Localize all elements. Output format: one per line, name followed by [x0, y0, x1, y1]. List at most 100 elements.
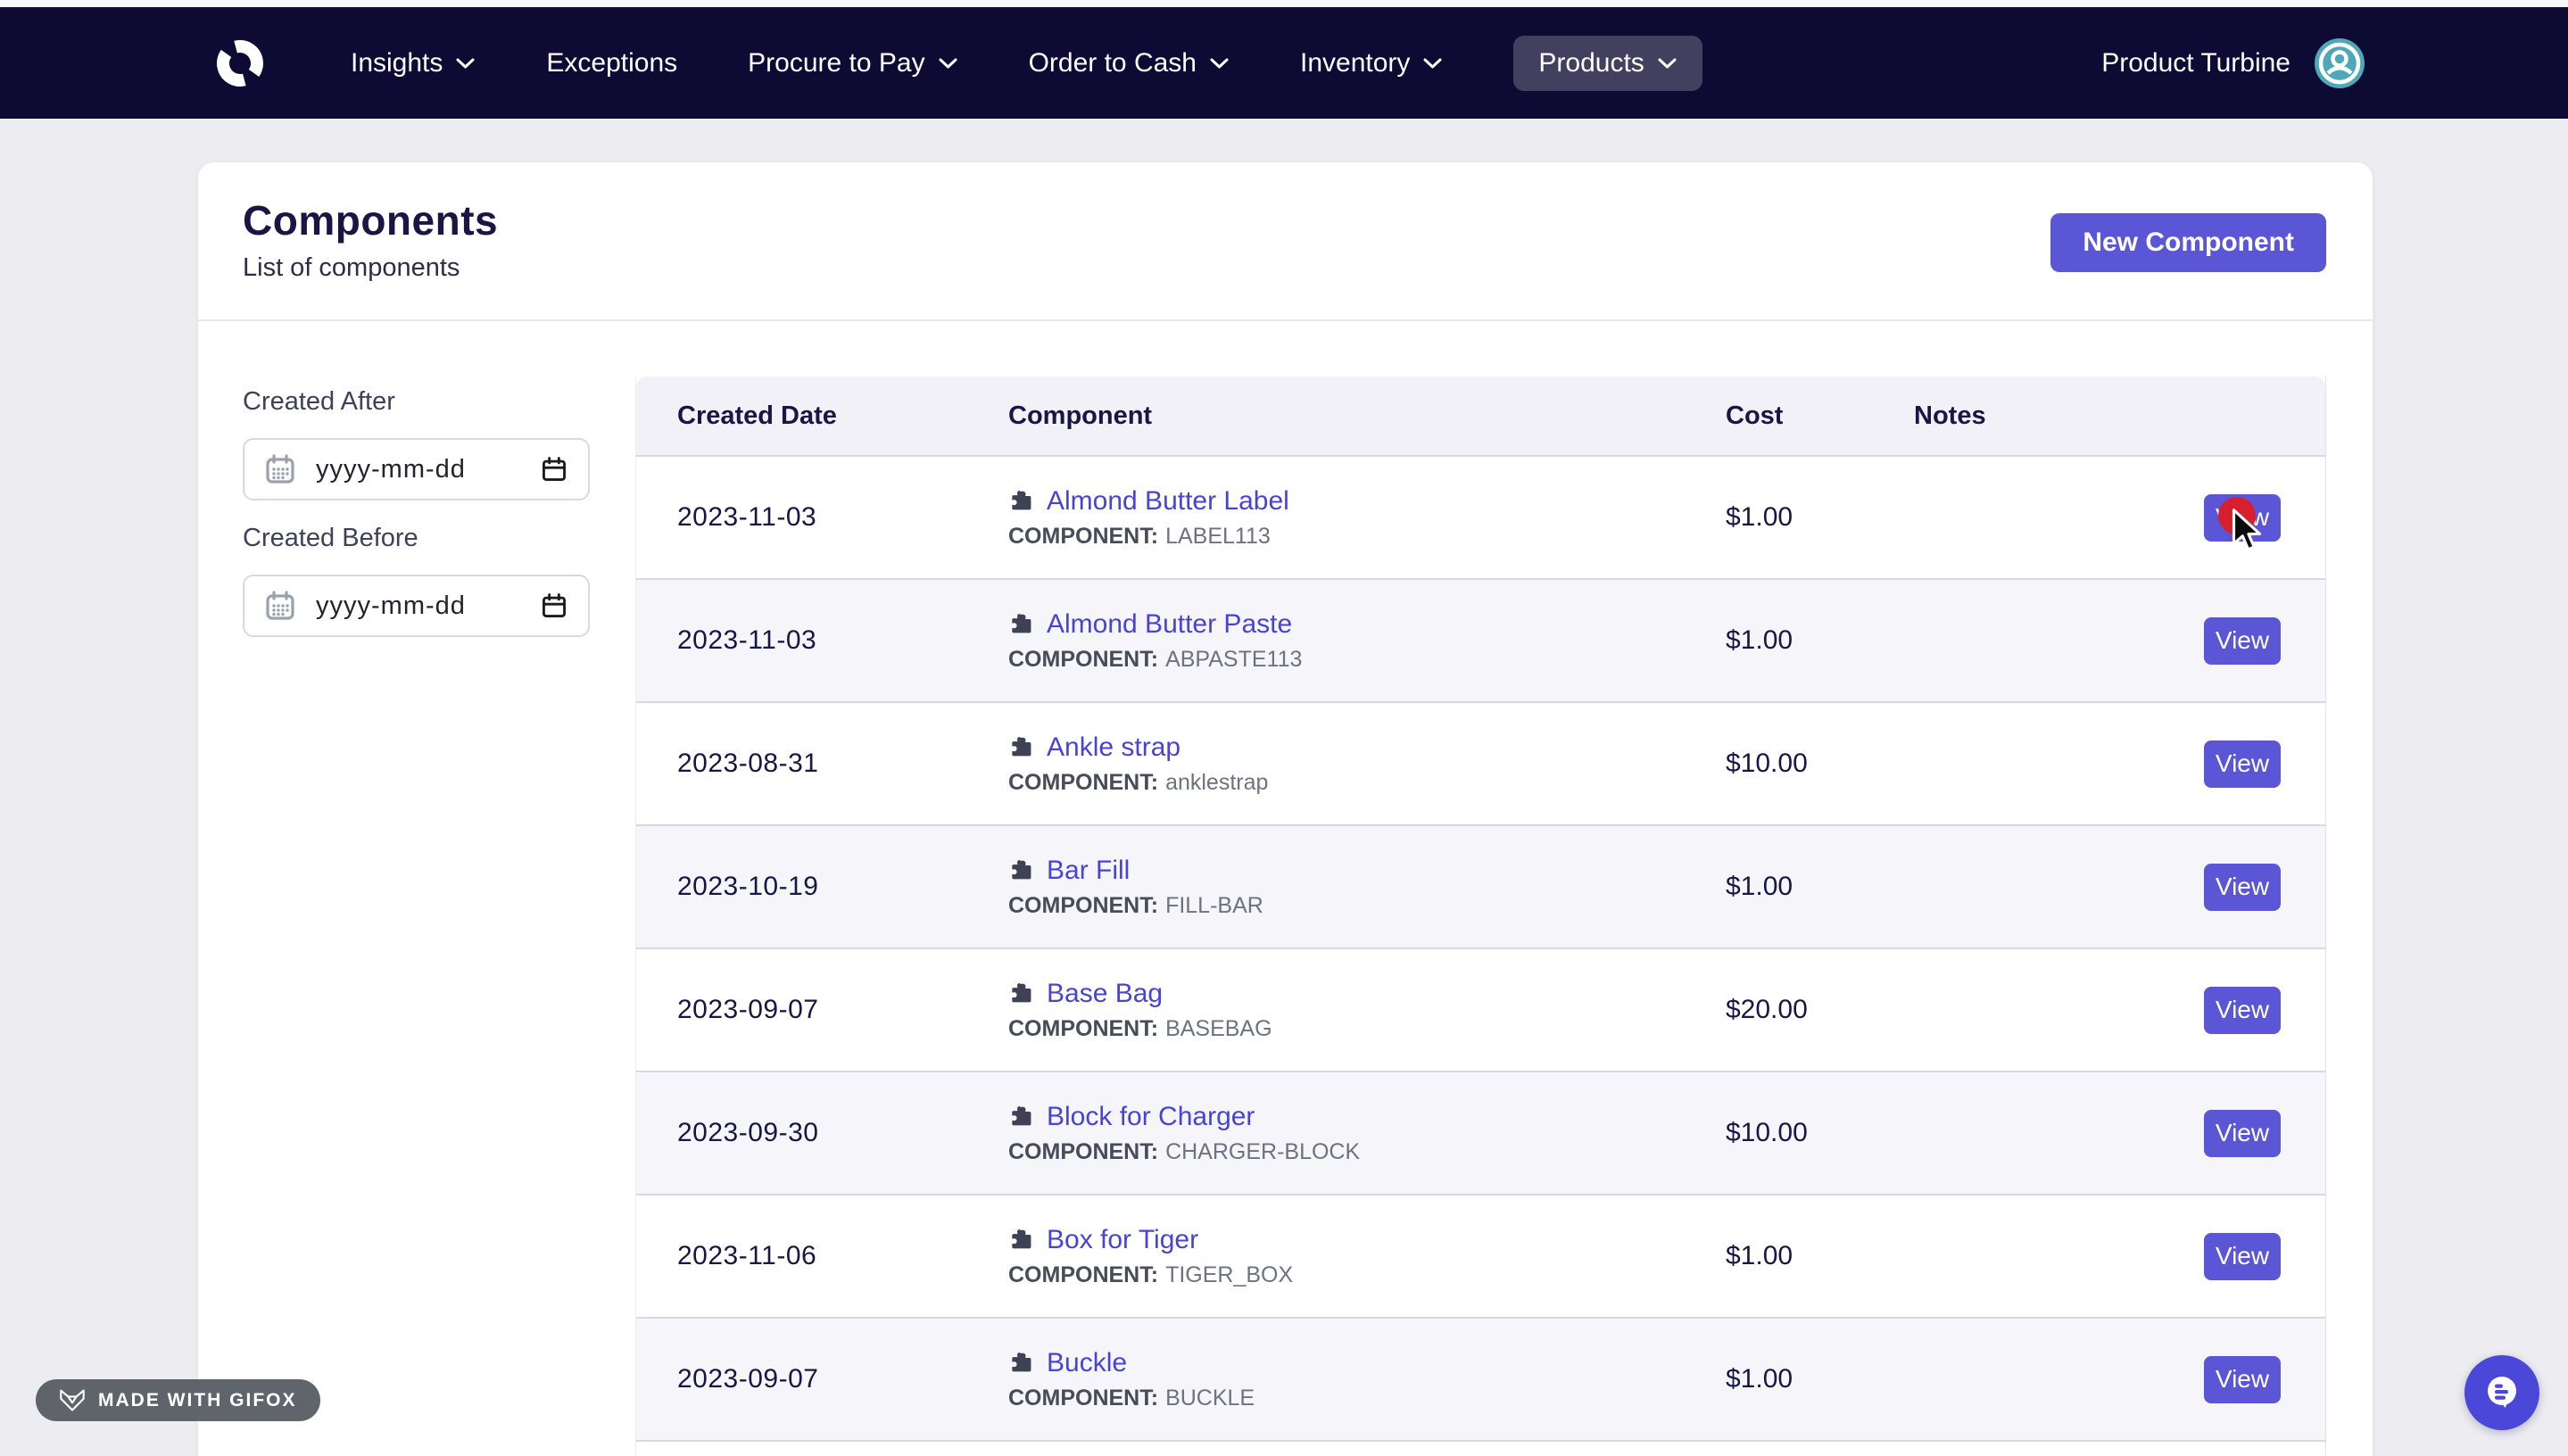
table-row: 2023-11-03 Almond Butter Label COMPONENT…	[636, 455, 2325, 578]
nav-right: Product Turbine	[2101, 37, 2365, 89]
row-created-date: 2023-10-19	[677, 872, 819, 901]
nav-item[interactable]: Insights	[351, 36, 476, 91]
chat-launcher-button[interactable]	[2464, 1355, 2539, 1430]
new-component-button[interactable]: New Component	[2050, 213, 2326, 272]
row-component-cell: Box for Tiger COMPONENT: TIGER_BOX	[1008, 1225, 1726, 1288]
row-cost: $1.00	[1726, 502, 1793, 532]
puzzle-icon	[1012, 859, 1031, 880]
nav-item-label: Inventory	[1300, 47, 1411, 78]
table-row: 2023-08-31 Ankle strap COMPONENT: anklest…	[636, 701, 2325, 824]
component-link[interactable]: Bar Fill	[1047, 855, 1131, 885]
row-actions: View	[1914, 863, 2325, 911]
row-created-date: 2023-09-30	[677, 1118, 819, 1147]
row-created-date: 2023-09-07	[677, 1364, 819, 1394]
row-component-cell: Buckle COMPONENT: BUCKLE	[1008, 1348, 1726, 1411]
row-created-date: 2023-09-07	[677, 995, 819, 1024]
component-code-value: TIGER_BOX	[1165, 1262, 1294, 1287]
component-link[interactable]: Almond Butter Label	[1047, 485, 1289, 516]
view-button[interactable]: View	[2204, 1355, 2281, 1403]
component-link[interactable]: Buckle	[1047, 1347, 1128, 1377]
chevron-down-icon	[938, 57, 958, 70]
component-code: COMPONENT: BUCKLE	[1008, 1386, 1726, 1411]
puzzle-icon	[1012, 490, 1031, 510]
column-header-created-date: Created Date	[677, 401, 837, 430]
table-body: 2023-11-03 Almond Butter Label COMPONENT…	[636, 455, 2325, 1440]
row-component-cell: Almond Butter Paste COMPONENT: ABPASTE113	[1008, 609, 1726, 673]
created-after-input[interactable]	[244, 440, 588, 499]
component-link[interactable]: Ankle strap	[1047, 732, 1181, 762]
view-button[interactable]: View	[2204, 863, 2281, 911]
page-subtitle: List of components	[243, 253, 460, 282]
nav-menu: Insights Exceptions Procure to Pay Order…	[351, 35, 1702, 91]
row-actions: View	[1914, 1355, 2325, 1403]
row-cost: $1.00	[1726, 872, 1793, 901]
date-picker-icon[interactable]	[540, 592, 568, 620]
component-prefix: COMPONENT:	[1008, 1385, 1159, 1410]
table-row: 2023-11-06 Box for Tiger COMPONENT: TIGER…	[636, 1194, 2325, 1317]
component-code-value: ABPASTE113	[1165, 646, 1303, 672]
row-cost: $1.00	[1726, 1364, 1793, 1394]
table-header: Created Date Component Cost Notes	[636, 376, 2325, 455]
puzzle-icon	[1012, 1228, 1031, 1249]
component-code-value: FILL-BAR	[1165, 892, 1263, 918]
component-code-value: LABEL113	[1165, 523, 1271, 549]
user-label: Product Turbine	[2101, 47, 2290, 78]
chevron-down-icon	[1422, 57, 1443, 70]
row-component-cell: Almond Butter Label COMPONENT: LABEL113	[1008, 486, 1726, 550]
row-actions: View	[1914, 616, 2325, 665]
date-picker-icon[interactable]	[540, 455, 568, 484]
created-before-input[interactable]	[244, 576, 588, 635]
puzzle-icon	[1012, 736, 1031, 757]
component-code: COMPONENT: LABEL113	[1008, 524, 1726, 550]
filters-panel: Created After Created Before	[243, 387, 590, 660]
table-row: 2023-10-19 Bar Fill COMPONENT: FILL-BAR $…	[636, 824, 2325, 947]
puzzle-icon	[1012, 1352, 1031, 1372]
nav-item[interactable]: Order to Cash	[1029, 36, 1230, 91]
table-row: 2023-09-07 Buckle COMPONENT: BUCKLE $1.00…	[636, 1317, 2325, 1440]
component-link[interactable]: Box for Tiger	[1047, 1224, 1199, 1254]
row-cost: $20.00	[1726, 995, 1808, 1024]
component-prefix: COMPONENT:	[1008, 892, 1159, 918]
made-with-gifox-badge[interactable]: MADE WITH GIFOX	[36, 1379, 320, 1421]
view-button[interactable]: View	[2204, 1232, 2281, 1280]
component-code-value: CHARGER-BLOCK	[1165, 1138, 1361, 1164]
row-cost: $1.00	[1726, 625, 1793, 655]
user-avatar-icon[interactable]	[2314, 37, 2365, 89]
table-row: 2023-11-03 Almond Butter Paste COMPONENT…	[636, 578, 2325, 701]
row-actions: View	[1914, 740, 2325, 788]
nav-item-label: Insights	[351, 47, 443, 78]
components-table: Created Date Component Cost Notes 2023-1…	[635, 376, 2326, 1455]
view-button[interactable]: View	[2204, 616, 2281, 665]
component-code-value: BASEBAG	[1165, 1015, 1272, 1041]
view-button[interactable]: View	[2204, 986, 2281, 1034]
nav-item[interactable]: Procure to Pay	[748, 36, 957, 91]
component-link[interactable]: Block for Charger	[1047, 1101, 1255, 1131]
row-component-cell: Block for Charger COMPONENT: CHARGER-BLOC…	[1008, 1102, 1726, 1165]
row-created-date: 2023-11-06	[677, 1241, 817, 1270]
nav-item-label: Procure to Pay	[748, 47, 925, 78]
nav-item[interactable]: Products	[1513, 35, 1702, 91]
component-code: COMPONENT: anklestrap	[1008, 770, 1726, 796]
top-nav: Insights Exceptions Procure to Pay Order…	[0, 7, 2568, 119]
chevron-down-icon	[1209, 57, 1230, 70]
brand-swirl-icon[interactable]	[214, 37, 266, 89]
gifox-fox-icon	[60, 1389, 85, 1411]
row-cost: $1.00	[1726, 1241, 1793, 1270]
component-prefix: COMPONENT:	[1008, 1138, 1159, 1164]
row-component-cell: Ankle strap COMPONENT: anklestrap	[1008, 732, 1726, 796]
row-actions: View	[1914, 1232, 2325, 1280]
component-code-value: anklestrap	[1165, 769, 1269, 795]
nav-item-label: Products	[1538, 47, 1644, 78]
row-actions: View	[1914, 986, 2325, 1034]
chevron-down-icon	[1657, 57, 1677, 70]
component-code: COMPONENT: FILL-BAR	[1008, 893, 1726, 919]
view-button[interactable]: View	[2204, 740, 2281, 788]
row-created-date: 2023-11-03	[677, 502, 817, 532]
nav-item[interactable]: Inventory	[1300, 36, 1443, 91]
nav-item[interactable]: Exceptions	[546, 36, 677, 91]
component-link[interactable]: Base Bag	[1047, 978, 1164, 1008]
component-link[interactable]: Almond Butter Paste	[1047, 608, 1293, 639]
column-header-component: Component	[1008, 401, 1153, 430]
view-button[interactable]: View	[2204, 1109, 2281, 1157]
created-before-field	[243, 575, 590, 637]
